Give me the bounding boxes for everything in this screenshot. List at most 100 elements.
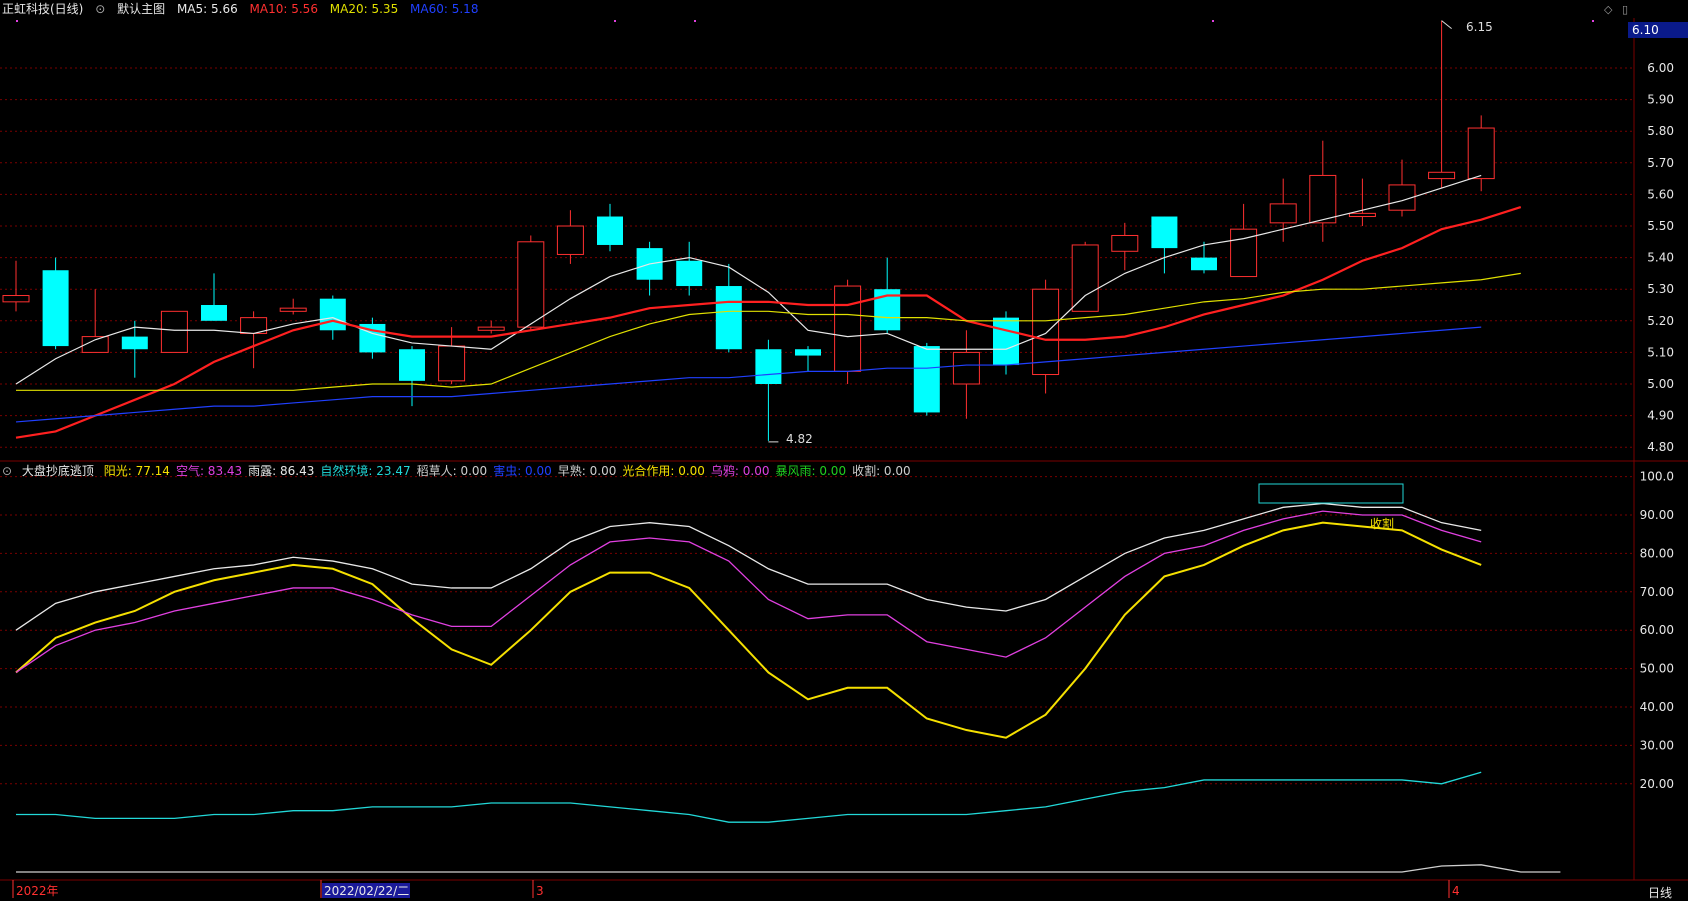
candle-body-up [279,307,307,312]
window-icon[interactable]: ▯ [1622,3,1629,16]
current-price-tag: 6.10 [1628,22,1688,38]
candle-body-up [477,326,505,331]
indicator-tick-label: 90.00 [1640,508,1674,522]
indicator-value-9: 暴风雨: 0.00 [775,464,847,478]
high-price-mark: 6.15 [1466,20,1493,34]
price-tick-label: 5.20 [1647,314,1674,328]
price-tick-label: 5.10 [1647,345,1674,359]
indicator-line-0 [15,521,1482,739]
candle-body-up [1309,174,1337,224]
stock-title: 正虹科技(日线) [2,2,84,16]
candle-body-down [755,349,782,384]
main-chart-header: 正虹科技(日线) ⊙ 默认主图 MA5: 5.66 MA10: 5.56 MA2… [0,0,1688,18]
indicator-line-2 [15,502,1482,631]
date-tick-label: 2022年 [16,884,59,898]
candle-body-up [556,225,584,255]
price-tick-label: 4.90 [1647,409,1674,423]
indicator-tick-label: 70.00 [1640,585,1674,599]
signal-dot [16,20,18,22]
indicator-tick-label: 40.00 [1640,700,1674,714]
signal-dot [1212,20,1214,22]
price-tick-label: 5.90 [1647,93,1674,107]
indicator-value-6: 早熟: 0.00 [557,464,617,478]
price-tick-label: 5.70 [1647,156,1674,170]
candle-body-up [1071,244,1099,312]
indicator-name[interactable]: 大盘抄底逃顶 [21,464,94,478]
high-mark-arrow [1441,20,1452,29]
candle-body-down [319,298,346,331]
candle-body-down [201,305,227,321]
ma5-label: MA5: 5.66 [176,2,238,16]
ma-line-ma10 [15,205,1522,439]
period-label[interactable]: 日线 [1648,886,1673,900]
candle-body-down [1151,216,1178,249]
indicator-tick-label: 80.00 [1640,546,1674,560]
indicator-value-7: 光合作用: 0.00 [622,464,705,478]
candle-body-up [1032,288,1060,376]
price-tick-label: 5.30 [1647,282,1674,296]
candle-body-up [1269,203,1297,224]
candle-body-down [121,336,148,350]
ma20-label: MA20: 5.35 [329,2,399,16]
settings-icon[interactable]: ⊙ [95,2,106,16]
harvest-annotation: 收割 [1370,517,1395,531]
indicator-tick-label: 60.00 [1640,623,1674,637]
indicator-line-4 [16,864,1561,873]
ma-line-ma5 [15,174,1482,385]
date-tick-label: 2022/02/22/二 [324,884,409,898]
candle-body-down [597,216,623,245]
indicator-tick-label: 30.00 [1640,738,1674,752]
signal-dot [1592,20,1594,22]
indicator-value-8: 乌鸦: 0.00 [710,464,770,478]
main-chart-label[interactable]: 默认主图 [117,2,166,16]
candle-body-up [1111,234,1139,252]
date-tick-label: 4 [1452,884,1460,898]
signal-dot [614,20,616,22]
candle-body-up [1348,212,1376,218]
indicator-line-1 [15,510,1482,673]
ma-line-ma60 [15,326,1482,423]
candle-body-up [81,336,109,353]
indicator-tick-label: 20.00 [1640,777,1674,791]
candle-body-up [160,310,188,353]
indicator-value-3: 自然环境: 23.47 [320,464,411,478]
indicator-value-4: 稻草人: 0.00 [416,464,488,478]
indicator-value-0: 阳光: 77.14 [103,464,170,478]
indicator-settings-icon[interactable]: ⊙ [2,464,13,478]
diamond-icon[interactable]: ◇ [1604,3,1613,16]
price-tick-label: 5.40 [1647,251,1674,265]
candle-body-down [399,349,425,381]
indicator-header: ⊙ 大盘抄底逃顶 阳光: 77.14 空气: 83.43 雨露: 86.43 自然环境… [0,462,1688,480]
price-tick-label: 5.80 [1647,124,1674,138]
indicator-value-1: 空气: 83.43 [175,464,243,478]
indicator-value-10: 收割: 0.00 [852,464,911,478]
ma-line-ma20 [16,272,1521,391]
annotation-box [1258,483,1404,504]
candle-body-down [795,349,821,356]
price-tick-label: 5.00 [1647,377,1674,391]
indicator-line-3 [16,771,1482,823]
candle-body-down [1191,257,1217,271]
indicator-tick-label: 100.0 [1640,470,1674,484]
indicator-tick-label: 50.00 [1640,662,1674,676]
indicator-value-2: 雨露: 86.43 [248,464,315,478]
signal-dot [694,20,696,22]
candle-body-down [42,270,69,347]
indicator-value-5: 害虫: 0.00 [493,464,552,478]
ma60-label: MA60: 5.18 [410,2,479,16]
price-tick-label: 5.50 [1647,219,1674,233]
price-tick-label: 6.00 [1647,61,1674,75]
candle-body-up [952,351,980,385]
candle-body-up [834,285,862,372]
candle-body-down [715,286,742,350]
ma10-label: MA10: 5.56 [249,2,318,16]
date-tick-label: 3 [536,884,544,898]
price-tick-label: 5.60 [1647,187,1674,201]
low-price-mark: 4.82 [786,432,813,446]
candle-body-down [913,346,940,413]
candle-body-down [993,317,1019,366]
candle-body-up [438,345,466,382]
candle-body-up [1467,127,1495,180]
price-tick-label: 4.80 [1647,440,1674,454]
